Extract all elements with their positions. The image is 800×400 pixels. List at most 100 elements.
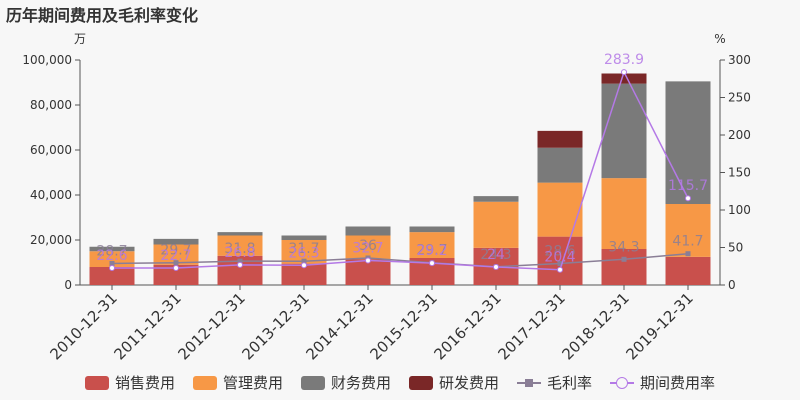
legend-admin[interactable]: 管理费用 <box>192 372 283 393</box>
data-label-gross: 36 <box>359 238 377 254</box>
right-tick-label: 100 <box>728 203 751 217</box>
line-gross <box>111 252 689 268</box>
bar-sales <box>153 264 199 285</box>
data-label-gross: 24.3 <box>480 247 511 263</box>
bar-admin <box>217 235 263 256</box>
data-label-gross: 31.7 <box>288 241 319 257</box>
legend-finance[interactable]: 财务费用 <box>300 372 391 393</box>
point-period <box>493 264 499 270</box>
bar-finance <box>409 226 455 233</box>
legend-finance-label: 财务费用 <box>330 374 391 392</box>
data-label-gross: 31.8 <box>224 241 255 257</box>
data-label-period: 29.2 <box>416 243 447 259</box>
left-tick-label: 80,000 <box>30 98 72 112</box>
x-tick-label: 2011-12-31 <box>110 289 184 363</box>
point-gross <box>557 261 563 267</box>
legend-finance-swatch <box>300 375 325 390</box>
point-period <box>621 69 627 76</box>
legend-rd-label: 研发费用 <box>439 374 500 392</box>
point-period <box>173 264 179 271</box>
x-tick-label: 2014-12-31 <box>302 289 376 363</box>
right-tick-label: 150 <box>728 166 751 180</box>
data-label-period: 283.9 <box>604 52 644 68</box>
data-label-gross: 28.7 <box>96 243 127 259</box>
bar-finance <box>601 83 647 179</box>
chart-canvas: 万 % 0 20,000 40,000 60,000 80,000 100,000 0 50 100… <box>22 32 751 363</box>
x-tick-label: 2018-12-31 <box>558 289 632 363</box>
point-period <box>685 195 691 202</box>
left-tick-label: 100,000 <box>22 53 72 67</box>
bar-sales <box>89 267 135 285</box>
legend-sales-swatch <box>84 375 109 390</box>
bar-admin <box>345 235 391 260</box>
x-tick-label: 2015-12-31 <box>366 289 440 363</box>
legend-admin-label: 管理费用 <box>222 374 283 392</box>
point-period <box>301 262 307 269</box>
point-gross <box>173 260 179 266</box>
bar-sales <box>601 249 647 285</box>
bar-sales <box>537 236 583 285</box>
point-period <box>109 265 115 272</box>
bar-sales <box>665 256 711 285</box>
x-tick-label: 2016-12-31 <box>430 289 504 363</box>
data-label-period: 24 <box>487 247 505 263</box>
legend-rd-swatch <box>409 375 433 390</box>
left-tick-label: 0 <box>64 278 72 292</box>
right-tick-label: 50 <box>728 241 743 255</box>
right-tick-label: 0 <box>728 278 736 292</box>
legend-period-swatch <box>610 376 635 390</box>
x-tick-label: 2010-12-31 <box>46 289 120 363</box>
bar-finance <box>153 238 199 245</box>
bar-admin <box>601 178 647 249</box>
data-label-gross: 34.3 <box>608 239 639 255</box>
bar-sales <box>281 263 327 285</box>
bar-admin <box>665 204 711 257</box>
legend-gross[interactable]: 毛利率 <box>517 372 592 393</box>
data-label-period: 26.8 <box>224 245 255 261</box>
point-gross <box>301 258 307 264</box>
x-tick-label: 2019-12-31 <box>622 289 696 363</box>
bar-finance <box>665 81 711 204</box>
left-tick-label: 20,000 <box>30 233 72 247</box>
left-tick-label: 40,000 <box>30 188 72 202</box>
bar-finance <box>217 232 263 236</box>
legend-period[interactable]: 期间费用率 <box>610 372 715 393</box>
point-period <box>557 266 563 273</box>
data-label-period: 115.7 <box>668 178 708 194</box>
bar-finance <box>537 147 583 183</box>
point-gross <box>685 251 691 257</box>
right-tick-label: 300 <box>728 53 751 67</box>
legend-gross-swatch <box>517 376 542 390</box>
point-gross <box>237 258 243 264</box>
point-gross <box>109 260 115 266</box>
line-period <box>111 70 689 271</box>
chart-legend: 销售费用 管理费用 财务费用 研发费用 毛利率 期间费用率 <box>0 372 800 393</box>
x-tick-label: 2017-12-31 <box>494 289 568 363</box>
bar-rd <box>537 130 583 148</box>
bar-finance <box>89 246 135 252</box>
legend-period-label: 期间费用率 <box>640 374 716 392</box>
bar-rd <box>601 73 647 84</box>
data-label-gross: 41.7 <box>672 234 703 250</box>
data-label-period: 26.3 <box>288 245 319 261</box>
bar-finance <box>281 235 327 240</box>
legend-rd[interactable]: 研发费用 <box>409 372 499 393</box>
legend-admin-swatch <box>192 375 217 390</box>
bar-finance <box>345 226 391 236</box>
bar-admin <box>537 182 583 237</box>
bar-admin <box>409 232 455 258</box>
data-label-period: 22.7 <box>160 248 191 264</box>
bar-admin <box>473 201 519 248</box>
data-label-period: 22.6 <box>96 248 127 264</box>
left-axis-unit: 万 <box>74 32 86 46</box>
chart-title: 历年期间费用及毛利率变化 <box>6 6 199 25</box>
right-tick-label: 200 <box>728 128 751 142</box>
data-label-gross: 29.7 <box>160 243 191 259</box>
legend-gross-label: 毛利率 <box>547 374 593 392</box>
right-tick-label: 250 <box>728 91 751 105</box>
point-period <box>365 257 371 264</box>
data-label-period: 20.4 <box>544 250 575 266</box>
data-label-gross: 29.7 <box>416 243 447 259</box>
legend-sales[interactable]: 销售费用 <box>84 372 175 393</box>
left-tick-label: 60,000 <box>30 143 72 157</box>
